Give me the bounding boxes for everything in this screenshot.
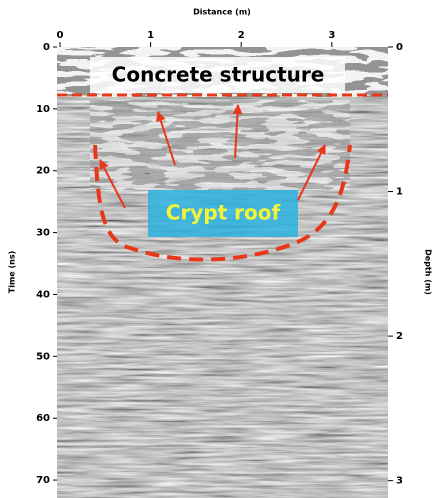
radar-image <box>57 47 388 498</box>
y2-tick-label: 1 <box>396 187 403 198</box>
y-tick-label: 60 <box>36 413 50 424</box>
y-tick-label: 10 <box>36 104 50 115</box>
x-tick-label: 0 <box>57 30 64 41</box>
y2-tick-label: 2 <box>396 331 403 342</box>
y-tick-label: 30 <box>36 228 50 239</box>
y-tick-label: 40 <box>36 289 50 300</box>
y-tick-label: 70 <box>36 475 50 486</box>
y2-axis-label: Depth (m) <box>424 249 433 295</box>
x-tick-label: 2 <box>238 30 245 41</box>
y2-tick-label: 0 <box>396 42 403 53</box>
x-tick-label: 3 <box>328 30 335 41</box>
y2-tick-label: 3 <box>396 476 403 487</box>
x-axis-label: Distance (m) <box>193 8 251 17</box>
y-tick-label: 50 <box>36 351 50 362</box>
y-axis-label: Time (ns) <box>8 251 17 294</box>
annotation: Concrete structure <box>112 63 325 87</box>
y-tick-label: 20 <box>36 166 50 177</box>
x-tick-label: 1 <box>147 30 154 41</box>
y-tick-label: 0 <box>43 42 50 53</box>
annotation: Crypt roof <box>166 201 281 225</box>
